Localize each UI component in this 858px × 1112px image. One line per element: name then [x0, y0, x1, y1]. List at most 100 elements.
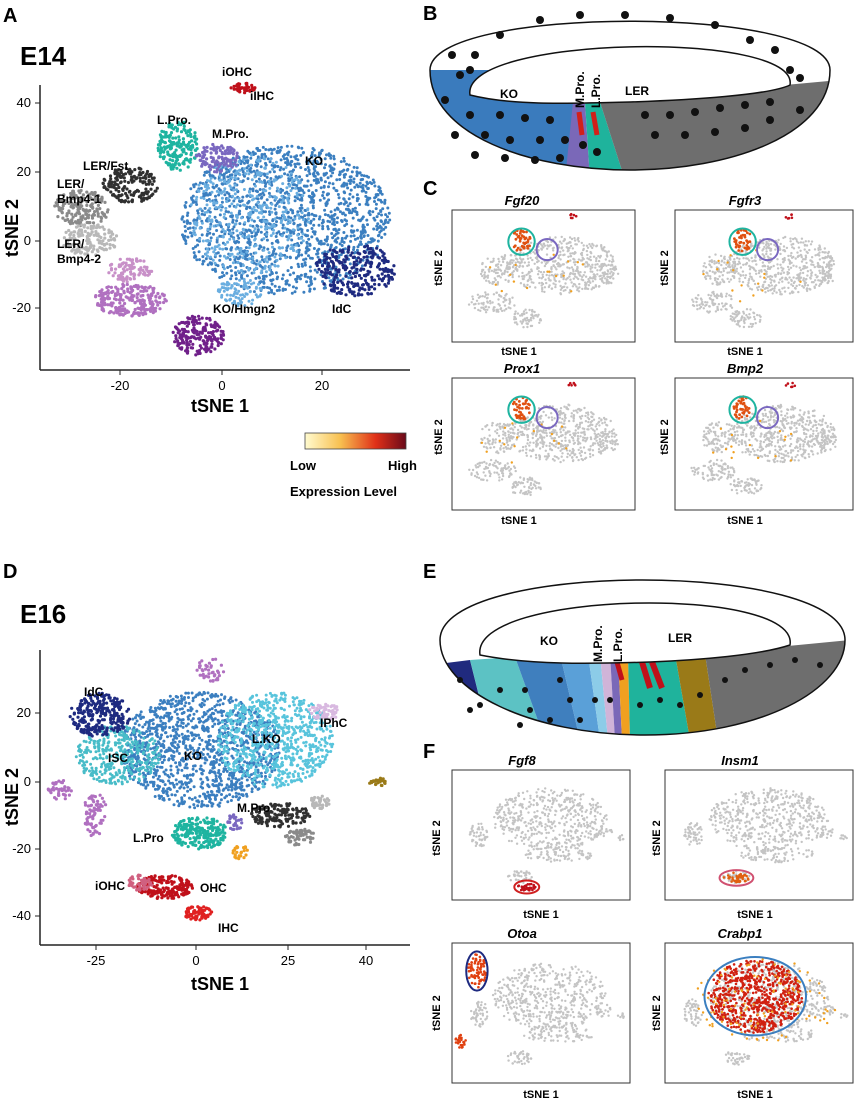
cell-point	[552, 249, 554, 251]
cell-point	[190, 335, 193, 338]
cell-point	[87, 248, 90, 251]
cell-nucleus	[691, 108, 699, 116]
cell-point	[284, 256, 287, 259]
panel-b: B KO M.Pro. L.Pro. LER	[423, 3, 840, 180]
cell-point	[296, 158, 299, 161]
cell-point	[121, 308, 124, 311]
cell-point	[523, 246, 526, 249]
cell-point	[476, 300, 478, 302]
cell-point	[485, 294, 487, 296]
cell-point	[249, 170, 252, 173]
cell-point	[369, 213, 372, 216]
cell-point	[228, 298, 231, 301]
cell-nucleus	[746, 36, 754, 44]
cell-point	[778, 281, 780, 283]
cell-point	[332, 264, 335, 267]
cell-point	[376, 222, 379, 225]
cell-point	[218, 247, 221, 250]
cell-point	[350, 266, 353, 269]
cell-point	[276, 187, 279, 190]
cell-point	[544, 279, 546, 281]
cell-point	[762, 285, 764, 287]
cell-point	[350, 281, 353, 284]
cell-point	[107, 285, 110, 288]
cell-point	[516, 268, 518, 270]
cell-point	[339, 279, 342, 282]
cell-point	[342, 283, 345, 286]
cell-point	[564, 282, 566, 284]
cell-point	[588, 284, 590, 286]
cell-point	[347, 204, 350, 207]
cell-point	[162, 301, 165, 304]
cell-point	[176, 143, 179, 146]
cell-point	[387, 221, 390, 224]
cell-point	[151, 177, 154, 180]
cell-point	[505, 293, 507, 295]
cell-point	[372, 179, 375, 182]
cell-point	[215, 201, 218, 204]
cell-point	[185, 145, 188, 148]
cell-point	[291, 187, 294, 190]
cell-point	[540, 243, 542, 245]
cell-point	[282, 214, 285, 217]
cell-point	[238, 200, 241, 203]
cell-point	[545, 263, 547, 265]
cell-point	[819, 258, 821, 260]
cell-point	[208, 180, 211, 183]
cell-point	[552, 260, 554, 262]
cell-point	[598, 275, 600, 277]
cell-point	[217, 251, 220, 254]
cell-point	[109, 243, 112, 246]
cell-point	[201, 222, 204, 225]
cell-point	[505, 268, 507, 270]
cell-point	[208, 218, 211, 221]
cell-point	[259, 265, 262, 268]
cell-point	[751, 257, 753, 259]
cell-point	[107, 271, 110, 274]
cell-point	[526, 284, 528, 286]
cell-point	[213, 146, 216, 149]
cell-point	[344, 200, 347, 203]
cell-point	[572, 270, 574, 272]
cell-point	[258, 178, 261, 181]
cell-point	[825, 251, 827, 253]
cell-point	[769, 261, 771, 263]
cell-point	[546, 248, 548, 250]
cell-point	[829, 260, 831, 262]
cell-point	[245, 246, 248, 249]
cell-point	[802, 258, 804, 260]
cell-point	[210, 236, 213, 239]
feature-plot-fgfr3	[675, 210, 853, 342]
cell-point	[105, 291, 108, 294]
cell-point	[129, 265, 132, 268]
cell-point	[560, 293, 562, 295]
cell-point	[496, 310, 498, 312]
cell-point	[381, 272, 384, 275]
cell-point	[528, 261, 530, 263]
cell-point	[269, 158, 272, 161]
cell-point	[274, 208, 277, 211]
cell-point	[265, 275, 268, 278]
cell-point	[779, 264, 781, 266]
cell-point	[106, 210, 109, 213]
cell-point	[145, 183, 148, 186]
cell-point	[256, 195, 259, 198]
cell-point	[118, 301, 121, 304]
cell-point	[322, 191, 325, 194]
cell-point	[230, 176, 233, 179]
cell-point	[238, 212, 241, 215]
cell-point	[583, 244, 585, 246]
cell-point	[224, 207, 227, 210]
cell-point	[260, 172, 263, 175]
cell-point	[527, 280, 529, 282]
cell-point	[226, 284, 229, 287]
cell-point	[291, 292, 294, 295]
cell-point	[774, 285, 776, 287]
cell-point	[226, 281, 229, 284]
cell-point	[607, 276, 609, 278]
cell-point	[129, 291, 132, 294]
cell-point	[353, 166, 356, 169]
cell-point	[336, 207, 339, 210]
cell-point	[512, 266, 514, 268]
cell-point	[471, 295, 473, 297]
